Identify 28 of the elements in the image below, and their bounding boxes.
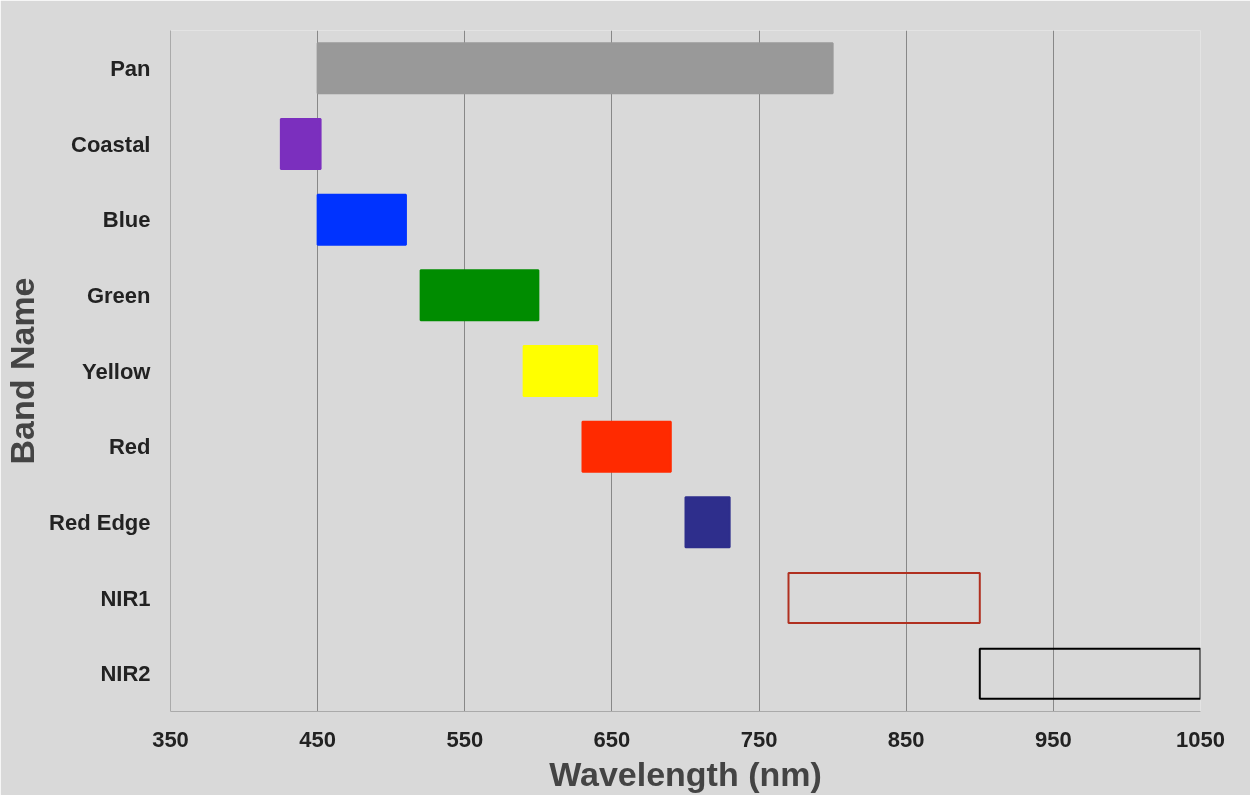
x-tick-label: 550 [446,726,484,752]
bar [787,572,981,624]
x-tick-label: 850 [887,726,925,752]
bar [279,118,322,170]
y-tick-label: NIR1 [100,585,151,611]
y-tick-label: Red Edge [49,509,151,535]
y-axis-title: Band Name [3,277,42,465]
x-tick-label: 950 [1035,726,1072,752]
x-tick-label: 750 [740,726,778,752]
bar [316,193,407,246]
x-axis-title: Wavelength (nm) [549,754,822,793]
y-tick-label: Yellow [82,358,152,384]
bar [978,647,1201,700]
y-tick-label: Coastal [71,131,151,157]
y-tick-label: Pan [110,55,151,81]
x-tick-label: 650 [593,726,631,752]
bar [684,496,731,549]
x-tick-label: 1050 [1176,726,1225,752]
bar [419,269,540,322]
bar [316,42,834,95]
bar [522,345,599,397]
y-tick-label: Red [108,434,151,460]
x-tick-label: 350 [152,726,189,752]
y-tick-label: Green [86,282,151,308]
y-tick-label: Blue [102,207,151,233]
y-tick-label: NIR2 [100,661,151,687]
x-tick-label: 450 [299,726,337,752]
bar [581,420,672,473]
